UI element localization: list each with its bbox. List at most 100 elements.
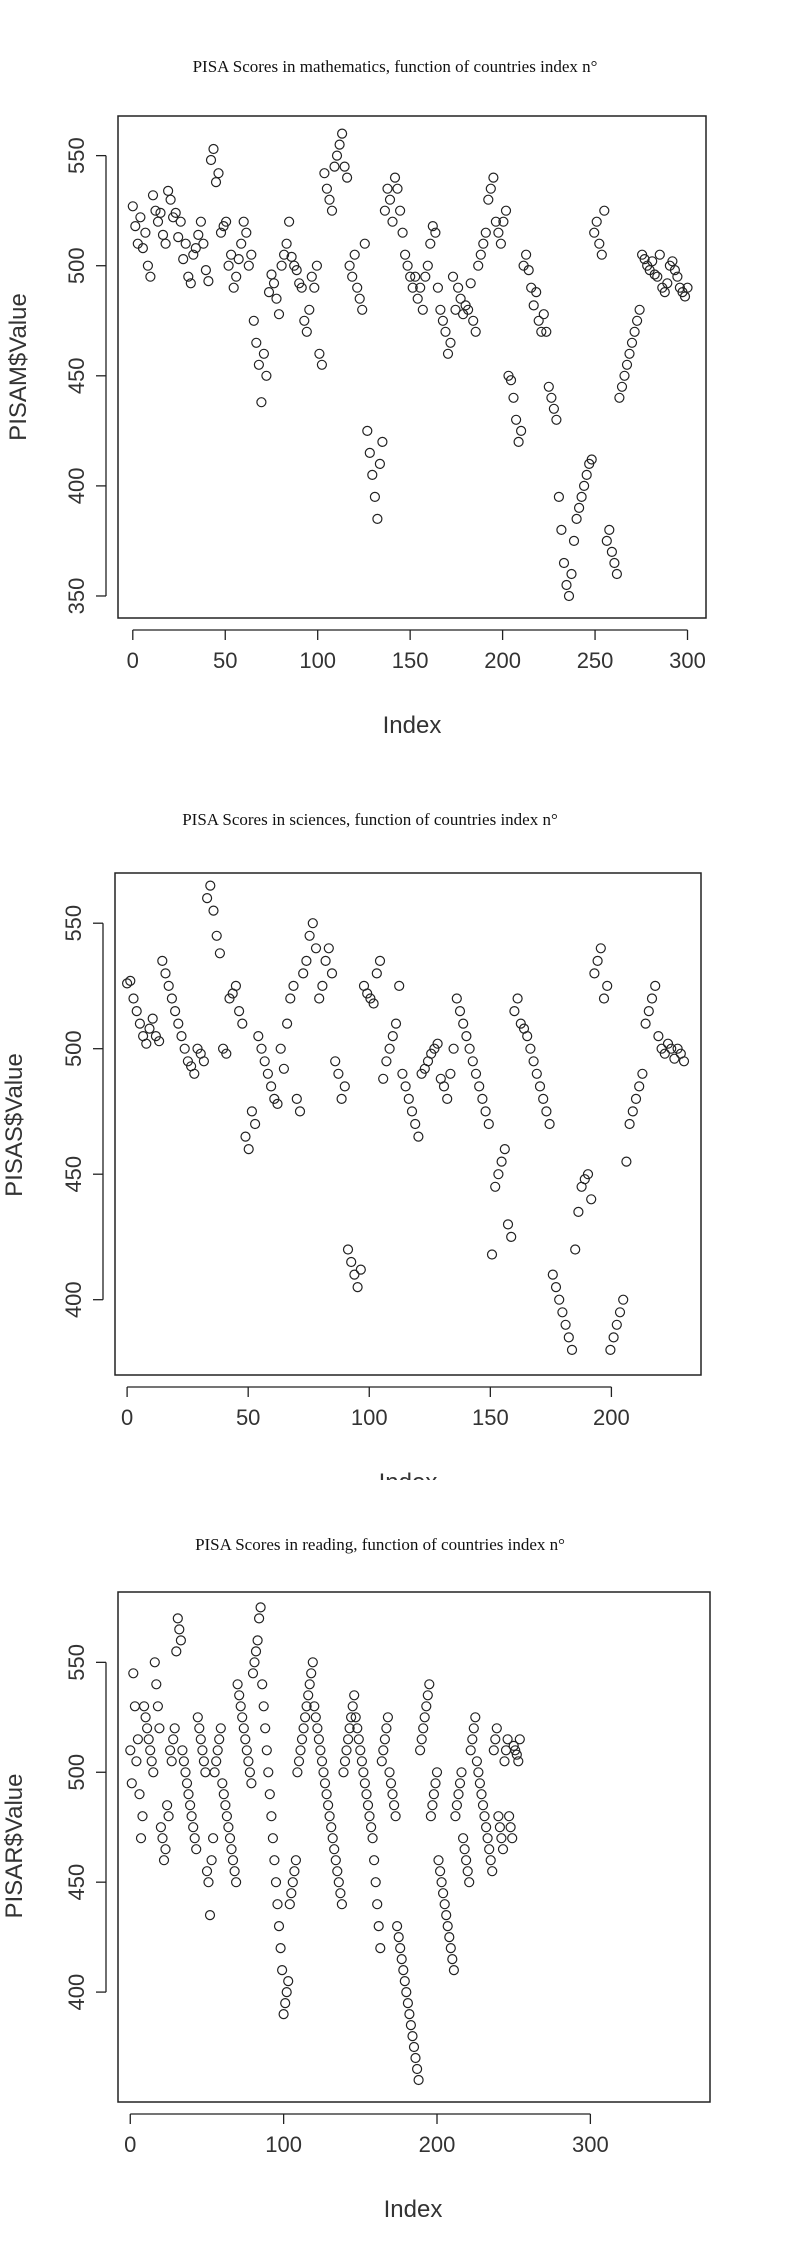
data-point bbox=[451, 1800, 462, 1811]
data-point bbox=[128, 1668, 139, 1679]
data-point bbox=[481, 1822, 492, 1833]
data-point bbox=[310, 943, 322, 954]
data-point bbox=[269, 1093, 280, 1104]
data-point bbox=[193, 229, 204, 240]
data-point bbox=[341, 1745, 352, 1756]
data-point bbox=[289, 1866, 300, 1877]
data-point bbox=[282, 1018, 293, 1029]
data-point bbox=[258, 1701, 269, 1712]
data-point bbox=[188, 249, 199, 260]
data-point bbox=[439, 1899, 450, 1910]
data-point bbox=[147, 190, 159, 201]
data-point bbox=[589, 968, 600, 979]
data-point bbox=[246, 1778, 257, 1789]
data-point bbox=[547, 1269, 558, 1280]
y-tick-label: 450 bbox=[64, 1864, 89, 1901]
data-point bbox=[234, 1690, 245, 1701]
data-point bbox=[205, 880, 216, 891]
data-point bbox=[450, 1811, 461, 1822]
data-point bbox=[247, 1668, 259, 1679]
data-point bbox=[534, 1081, 546, 1092]
data-point bbox=[453, 282, 464, 293]
data-point bbox=[314, 993, 325, 1004]
data-point bbox=[504, 1811, 515, 1822]
data-point bbox=[255, 1602, 266, 1613]
data-point bbox=[429, 1043, 440, 1054]
data-point bbox=[137, 243, 148, 254]
data-point bbox=[180, 238, 191, 249]
x-axis-ticks: 0 50 100 150 200 bbox=[121, 1386, 630, 1430]
data-point bbox=[410, 271, 421, 282]
data-point bbox=[163, 1811, 174, 1822]
data-point bbox=[300, 1712, 311, 1723]
data-point bbox=[198, 1756, 209, 1767]
data-point bbox=[378, 1073, 389, 1084]
data-point bbox=[390, 1018, 402, 1029]
data-point bbox=[292, 1767, 303, 1778]
data-point bbox=[359, 238, 370, 249]
data-point bbox=[145, 1745, 156, 1756]
data-point bbox=[321, 1789, 332, 1800]
data-point bbox=[508, 1740, 519, 1751]
data-point bbox=[158, 1855, 170, 1866]
data-point bbox=[183, 1789, 194, 1800]
data-point bbox=[563, 590, 575, 602]
data-point bbox=[627, 1106, 638, 1117]
data-point bbox=[162, 1800, 173, 1811]
data-point bbox=[548, 403, 560, 414]
data-point bbox=[438, 1888, 449, 1899]
chart-sciences: PISA Scores in sciences, function of cou… bbox=[0, 750, 812, 1480]
data-point bbox=[175, 1635, 186, 1646]
data-point bbox=[189, 1068, 200, 1079]
data-point bbox=[397, 1068, 408, 1079]
data-point bbox=[293, 1756, 305, 1767]
data-point bbox=[461, 1855, 472, 1866]
data-point bbox=[387, 216, 398, 227]
data-point bbox=[551, 414, 562, 425]
data-point bbox=[226, 1844, 237, 1855]
data-point bbox=[392, 1921, 403, 1932]
data-point bbox=[273, 309, 285, 320]
data-point bbox=[191, 1844, 202, 1855]
data-point bbox=[407, 2030, 418, 2042]
data-point bbox=[490, 1734, 501, 1745]
data-point bbox=[208, 143, 219, 155]
data-point bbox=[211, 1756, 222, 1767]
data-point bbox=[445, 1943, 456, 1954]
data-point bbox=[236, 238, 247, 249]
data-point bbox=[258, 348, 269, 359]
data-point bbox=[152, 216, 164, 227]
data-point bbox=[137, 1811, 148, 1822]
data-point bbox=[543, 381, 554, 392]
data-point bbox=[445, 337, 456, 348]
data-point bbox=[309, 282, 320, 293]
data-point bbox=[515, 1018, 526, 1029]
data-point bbox=[507, 1833, 518, 1844]
data-point bbox=[441, 1910, 452, 1921]
data-point bbox=[506, 1231, 517, 1242]
data-point bbox=[422, 260, 433, 271]
data-point bbox=[154, 1036, 165, 1047]
data-point bbox=[378, 1745, 389, 1756]
data-point bbox=[315, 1745, 326, 1756]
data-point bbox=[203, 276, 214, 287]
data-point bbox=[140, 1712, 151, 1723]
data-point bbox=[487, 1866, 498, 1877]
data-point bbox=[290, 1855, 301, 1866]
data-point bbox=[369, 1855, 380, 1866]
data-point bbox=[362, 1800, 374, 1811]
chart-title: PISA Scores in mathematics, function of … bbox=[193, 57, 598, 76]
data-point bbox=[396, 1954, 407, 1965]
data-point bbox=[231, 271, 242, 282]
data-point bbox=[301, 326, 312, 337]
y-tick-label: 500 bbox=[64, 247, 89, 284]
x-tick-label: 0 bbox=[127, 648, 139, 673]
data-point bbox=[528, 300, 539, 311]
data-point bbox=[438, 1081, 450, 1092]
data-point bbox=[445, 1068, 456, 1079]
data-point bbox=[267, 1833, 278, 1844]
data-point bbox=[488, 1745, 499, 1756]
x-axis-label: Index bbox=[379, 1469, 438, 1480]
data-point bbox=[541, 1106, 552, 1117]
data-point bbox=[553, 491, 565, 502]
